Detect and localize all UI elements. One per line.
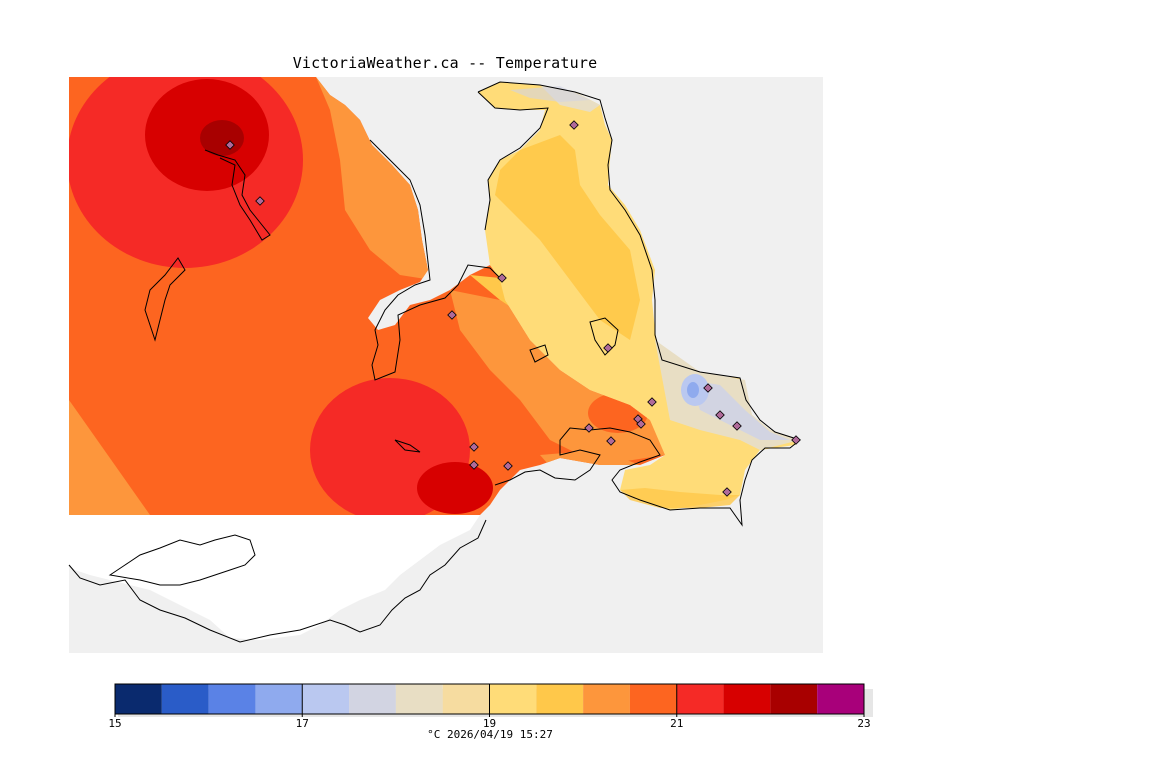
- colorbar-bin: [161, 684, 209, 714]
- station-marker: [255, 196, 265, 206]
- colorbar-bin: [770, 684, 818, 714]
- colorbar-ticks: [114, 684, 865, 717]
- colorbar-bin: [208, 684, 256, 714]
- colorbar-bin: [817, 684, 864, 714]
- station-marker: [603, 343, 613, 353]
- colorbar-bin: [583, 684, 630, 714]
- station-marker: [732, 421, 742, 431]
- colorbar-tick-label: 23: [857, 717, 871, 730]
- south-land-unmodelled: [69, 515, 480, 640]
- colorbar-bin: [115, 684, 162, 714]
- station-marker: [791, 435, 801, 445]
- colorbar-caption: °C 2026/04/19 15:27: [427, 728, 553, 741]
- east-peninsula-region: [478, 82, 800, 510]
- colorbar-tick-label: 21: [670, 717, 684, 730]
- colorbar-bin: [302, 684, 350, 714]
- colorbar-bin: [255, 684, 303, 714]
- station-marker: [636, 419, 646, 429]
- station-marker: [497, 273, 507, 283]
- colorbar-bin: [723, 684, 771, 714]
- south-inner-coast: [108, 534, 256, 586]
- colorbar-bin: [536, 684, 584, 714]
- station-marker: [447, 310, 457, 320]
- station-marker: [715, 410, 725, 420]
- station-marker: [569, 120, 579, 130]
- colorbar-tick-label: 17: [295, 717, 309, 730]
- colorbar-tick-label: 15: [108, 717, 122, 730]
- station-marker: [503, 461, 513, 471]
- weather-stations: [225, 120, 801, 497]
- station-marker: [606, 436, 616, 446]
- station-marker: [703, 383, 713, 393]
- station-marker: [469, 460, 479, 470]
- colorbar-bin: [349, 684, 396, 714]
- colorbar-bin: [442, 684, 490, 714]
- station-marker: [722, 487, 732, 497]
- west-land-region: [69, 77, 665, 515]
- station-marker: [225, 140, 235, 150]
- station-marker: [647, 397, 657, 407]
- colorbar: [114, 683, 865, 715]
- station-marker: [469, 442, 479, 452]
- colorbar-bin: [629, 684, 677, 714]
- colorbar-bin: [395, 684, 443, 714]
- map-title: VictoriaWeather.ca -- Temperature: [292, 54, 598, 72]
- colorbar-tick-label: 19: [482, 717, 497, 730]
- colorbar-bin: [676, 684, 724, 714]
- coastlines: [144, 81, 802, 527]
- south-coastline: [68, 519, 487, 643]
- colorbar-bin: [489, 684, 537, 714]
- station-marker: [584, 423, 594, 433]
